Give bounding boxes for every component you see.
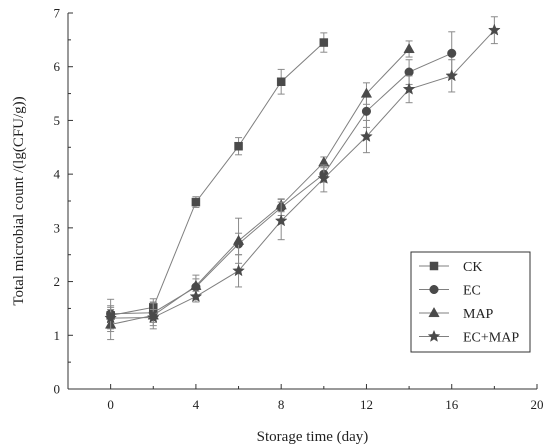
series-line [110, 42, 325, 316]
data-point [447, 48, 457, 58]
y-tick-label: 5 [54, 113, 61, 128]
y-tick-label: 0 [54, 382, 61, 397]
legend: CK EC MAP EC+MAP [410, 251, 531, 353]
legend-item: CK [419, 260, 482, 275]
data-point [276, 77, 286, 87]
y-tick-label: 7 [54, 6, 61, 21]
legend-label: MAP [463, 307, 494, 322]
legend-marker [429, 284, 439, 295]
data-point [361, 106, 372, 116]
x-axis-title: Storage time (day) [257, 429, 369, 445]
series-line [110, 48, 410, 326]
data-point [402, 82, 416, 95]
x-tick-label: 8 [278, 397, 285, 412]
data-point [445, 69, 459, 82]
series-ec-map [104, 16, 501, 330]
legend-label: EC [463, 284, 481, 299]
legend-label: EC+MAP [463, 331, 519, 346]
y-tick-label: 2 [54, 274, 61, 289]
data-point [360, 129, 373, 142]
data-point [234, 141, 243, 151]
y-tick-label: 3 [54, 220, 61, 235]
series-line [110, 29, 495, 319]
legend-marker [427, 329, 441, 342]
x-tick-label: 20 [531, 397, 544, 412]
x-tick-label: 12 [360, 397, 373, 412]
data-point [488, 23, 501, 36]
data-point [104, 311, 117, 324]
data-point [232, 264, 245, 277]
x-tick-label: 4 [193, 397, 200, 412]
legend-marker [429, 261, 439, 271]
data-point [189, 289, 203, 303]
data-point [191, 197, 201, 207]
series-map [105, 40, 415, 341]
y-tick-label: 1 [54, 328, 61, 343]
data-point [146, 310, 160, 323]
legend-item: MAP [419, 306, 494, 322]
data-point [319, 38, 329, 47]
legend-marker [428, 306, 440, 318]
y-tick-label: 6 [54, 59, 61, 74]
data-point [232, 234, 245, 245]
y-tick-label: 4 [54, 167, 61, 182]
legend-label: CK [463, 260, 482, 275]
x-tick-label: 16 [445, 397, 459, 412]
data-point [403, 42, 415, 54]
series-group [104, 16, 501, 341]
data-point [360, 87, 373, 98]
legend-item: EC [419, 284, 481, 299]
x-tick-label: 0 [107, 397, 114, 412]
series-ck [106, 32, 329, 333]
data-point [190, 279, 202, 290]
legend-item: EC+MAP [419, 329, 519, 346]
y-axis-title: Total microbial count /(lg(CFU/g)) [11, 96, 27, 305]
data-point [404, 67, 414, 77]
data-point [274, 214, 288, 227]
data-point [317, 171, 331, 184]
